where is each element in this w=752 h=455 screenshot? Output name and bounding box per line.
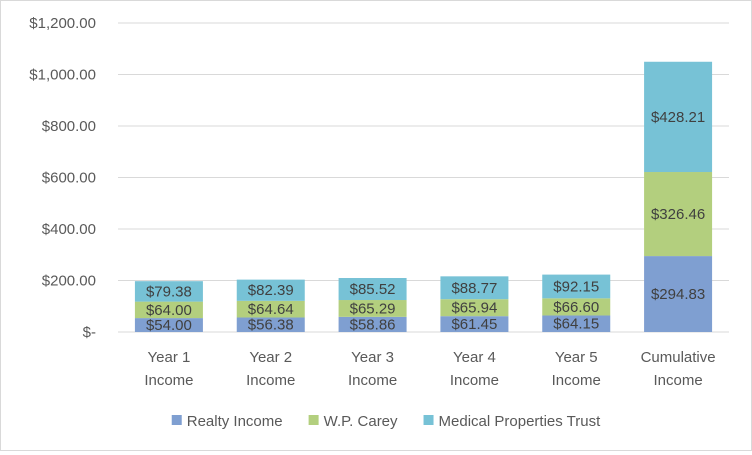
category-label: Income xyxy=(450,372,499,389)
data-label-medical-properties-trust: $82.39 xyxy=(248,282,294,299)
bar-segment-medical-properties-trust xyxy=(236,279,305,301)
data-label-w-p-carey: $326.46 xyxy=(651,206,705,223)
category-label: Income xyxy=(246,372,295,389)
data-label-medical-properties-trust: $92.15 xyxy=(553,278,599,295)
data-label-w-p-carey: $64.00 xyxy=(146,302,192,319)
y-tick-label: $800.00 xyxy=(42,118,96,135)
data-label-medical-properties-trust: $428.21 xyxy=(651,109,705,126)
bar-segment-medical-properties-trust xyxy=(440,276,509,300)
category-label: Year 5 xyxy=(555,349,598,366)
y-axis-tick-labels: $- $200.00 $400.00 $600.00 $800.00 $1,000.00 $… xyxy=(29,15,96,341)
y-tick-label: $1,000.00 xyxy=(29,67,96,84)
legend-swatch xyxy=(423,415,434,425)
bar-segment-realty-income xyxy=(542,315,611,332)
bar-segment-realty-income xyxy=(134,318,203,332)
category-label: Income xyxy=(144,372,193,389)
category-label: Cumulative xyxy=(641,349,716,366)
bar-segment-w-p-carey xyxy=(134,301,203,319)
category-label: Income xyxy=(653,372,702,389)
bars xyxy=(134,61,713,332)
data-label-w-p-carey: $64.64 xyxy=(248,301,294,318)
bar-segment-realty-income xyxy=(236,317,305,332)
category-label: Year 2 xyxy=(249,349,292,366)
data-label-w-p-carey: $65.94 xyxy=(451,300,497,317)
bar-segment-w-p-carey xyxy=(542,298,611,316)
bar-segment-realty-income xyxy=(338,316,407,332)
data-label-w-p-carey: $65.29 xyxy=(350,300,396,317)
data-label-realty-income: $61.45 xyxy=(451,316,497,333)
data-labels: $54.00$64.00 $79.38 $56.38$64.64 $82.39 $58.… xyxy=(146,109,705,334)
bar-segment-w-p-carey xyxy=(644,172,713,257)
data-label-realty-income: $54.00 xyxy=(146,317,192,334)
data-label-w-p-carey: $66.60 xyxy=(553,299,599,316)
legend-label: W.P. Carey xyxy=(324,413,398,430)
data-label-medical-properties-trust: $79.38 xyxy=(146,283,192,300)
y-tick-label: $1,200.00 xyxy=(29,15,96,32)
category-label: Income xyxy=(348,372,397,389)
category-label: Year 3 xyxy=(351,349,394,366)
x-axis-category-labels: Year 1 Income Year 2 Income Year 3 Income Year… xyxy=(144,349,715,389)
data-label-realty-income: $64.15 xyxy=(553,316,599,333)
legend: Realty Income W.P. Carey Medical Propertie… xyxy=(171,413,602,430)
y-tick-label: $200.00 xyxy=(42,273,96,290)
data-label-medical-properties-trust: $88.77 xyxy=(451,280,497,297)
legend-swatch xyxy=(308,415,319,425)
bar-segment-realty-income xyxy=(440,316,509,332)
legend-item: Realty Income xyxy=(171,413,283,430)
legend-item: W.P. Carey xyxy=(308,413,398,430)
bar-segment-medical-properties-trust xyxy=(338,278,407,301)
data-label-realty-income: $56.38 xyxy=(248,317,294,334)
bar-segment-w-p-carey xyxy=(440,299,509,317)
bar-segment-medical-properties-trust xyxy=(644,61,713,173)
y-tick-label: $- xyxy=(83,324,96,341)
bar-segment-medical-properties-trust xyxy=(542,274,611,299)
category-label: Year 4 xyxy=(453,349,496,366)
category-label: Year 1 xyxy=(148,349,191,366)
y-tick-label: $600.00 xyxy=(42,170,96,187)
data-label-realty-income: $58.86 xyxy=(350,316,396,333)
data-label-realty-income: $294.83 xyxy=(651,286,705,303)
data-label-medical-properties-trust: $85.52 xyxy=(350,281,396,298)
bar-segment-realty-income xyxy=(644,256,713,332)
legend-swatch xyxy=(171,415,182,425)
y-tick-label: $400.00 xyxy=(42,221,96,238)
category-label: Income xyxy=(552,372,601,389)
bar-segment-w-p-carey xyxy=(338,300,407,317)
bar-segment-medical-properties-trust xyxy=(134,281,203,302)
bar-segment-w-p-carey xyxy=(236,300,305,318)
gridlines xyxy=(118,22,729,333)
legend-item: Medical Properties Trust xyxy=(423,413,602,430)
legend-label: Medical Properties Trust xyxy=(439,413,602,430)
legend-label: Realty Income xyxy=(187,413,283,430)
